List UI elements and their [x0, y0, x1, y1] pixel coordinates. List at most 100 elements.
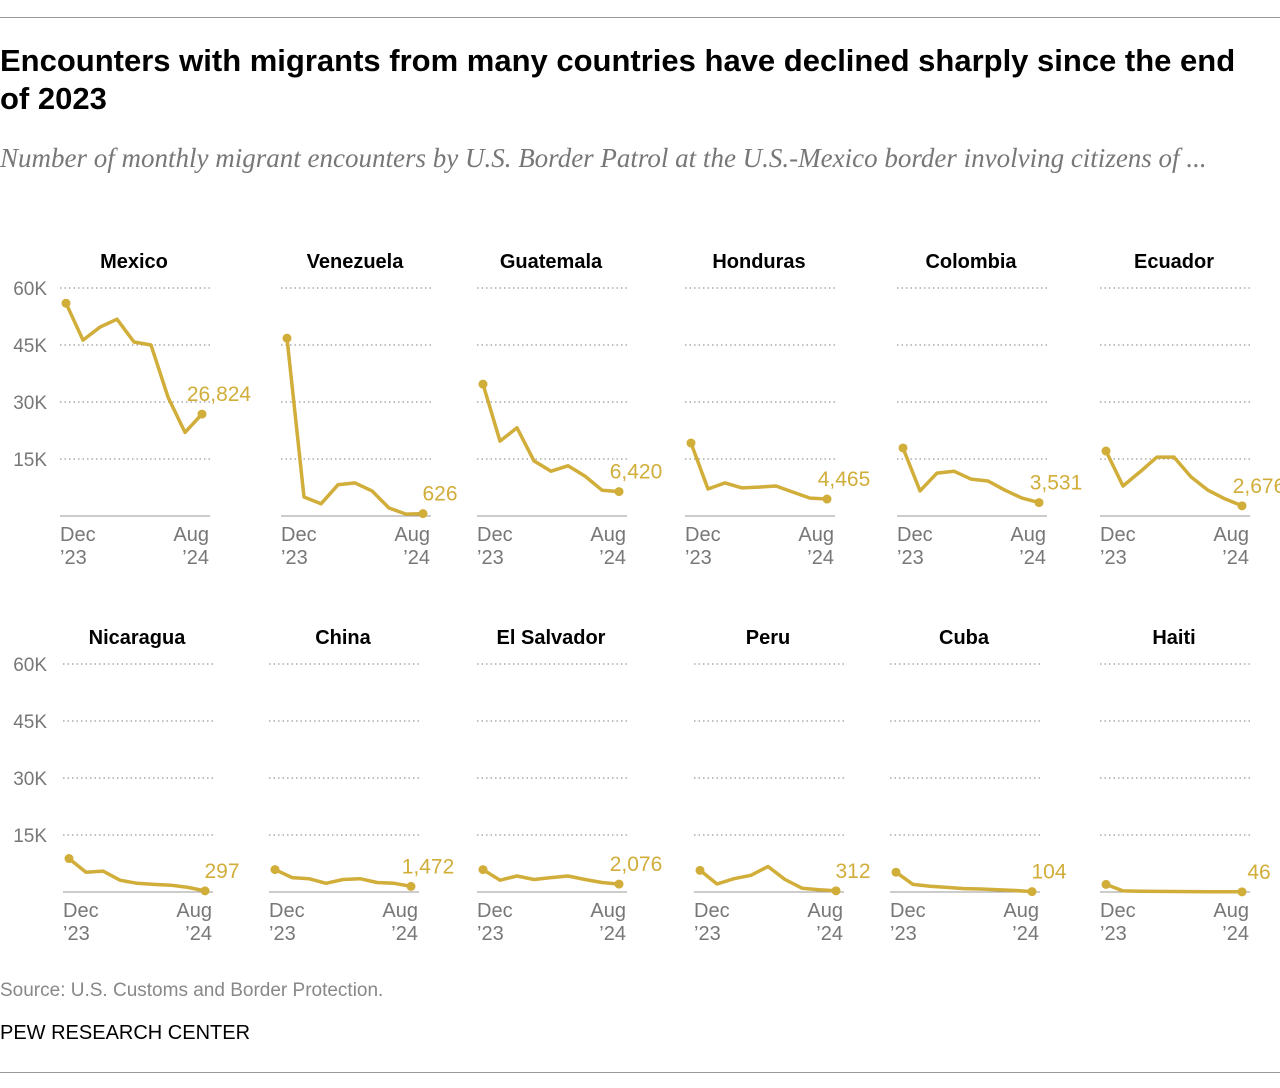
point [614, 487, 624, 497]
line [894, 870, 1033, 894]
point [1101, 446, 1111, 456]
line [901, 447, 1040, 505]
point [686, 438, 696, 448]
y-tick-label: 15K [13, 450, 47, 471]
x-tick-label: Dec ’23 [269, 900, 305, 945]
y-tick-label: 45K [13, 336, 47, 357]
value-label: 626 [422, 483, 457, 506]
line [64, 302, 204, 435]
x-tick-label: Dec ’23 [694, 900, 730, 945]
panel-title: Cuba [939, 627, 990, 649]
subtitle: Number of monthly migrant encounters by … [0, 143, 1207, 173]
x-tick-label: Aug ’24 [807, 900, 843, 945]
x-tick-label: Dec ’23 [63, 900, 99, 945]
point [831, 886, 841, 896]
x-tick-label: Dec ’23 [897, 524, 933, 569]
y-tick-label: 60K [13, 279, 47, 300]
line [285, 338, 424, 516]
value-label: 4,465 [818, 468, 871, 491]
x-tick-label: Dec ’23 [890, 900, 926, 945]
panel-title: Mexico [100, 251, 168, 273]
value-label: 104 [1031, 861, 1066, 884]
x-tick-label: Aug ’24 [1003, 900, 1039, 945]
panel-title: El Salvador [497, 627, 606, 649]
point [1237, 501, 1247, 511]
point [478, 379, 488, 389]
point [695, 865, 705, 875]
value-label: 3,531 [1030, 472, 1083, 495]
x-tick-label: Aug ’24 [176, 900, 212, 945]
point [1237, 887, 1247, 897]
value-label: 26,824 [187, 383, 252, 406]
value-label: 297 [204, 860, 239, 883]
x-tick-label: Dec ’23 [281, 524, 317, 569]
x-tick-label: Aug ’24 [382, 900, 418, 945]
value-label: 46 [1247, 861, 1270, 884]
point [64, 854, 74, 864]
point [822, 494, 832, 504]
panel-title: China [315, 627, 371, 649]
x-tick-label: Dec ’23 [60, 524, 96, 569]
x-tick-label: Aug ’24 [1213, 524, 1249, 569]
line [482, 868, 620, 886]
rule [0, 17, 1280, 18]
panel-title: Haiti [1152, 627, 1195, 649]
line [481, 383, 620, 494]
point [197, 409, 207, 419]
source: Source: U.S. Customs and Border Protecti… [0, 980, 384, 1001]
footer: PEW RESEARCH CENTER [0, 1022, 251, 1044]
x-tick-label: Aug ’24 [173, 524, 209, 569]
point [406, 881, 416, 891]
y-tick-label: 45K [13, 712, 47, 733]
value-label: 6,420 [610, 461, 663, 484]
value-label: 1,472 [402, 855, 455, 878]
panel-title: Colombia [925, 251, 1017, 273]
point [891, 867, 901, 877]
point [478, 865, 488, 875]
panel-title: Guatemala [500, 251, 603, 273]
title: Encounters with migrants from many count… [0, 43, 1236, 116]
panel-title: Honduras [712, 251, 805, 273]
value-label: 2,676 [1233, 475, 1280, 498]
x-tick-label: Aug ’24 [1213, 900, 1249, 945]
point [1101, 879, 1111, 889]
x-tick-label: Dec ’23 [1100, 524, 1136, 569]
y-tick-label: 30K [13, 769, 47, 790]
y-tick-label: 15K [13, 826, 47, 847]
x-tick-label: Dec ’23 [477, 524, 513, 569]
point [282, 333, 292, 343]
panel-title: Ecuador [1134, 251, 1214, 273]
rule [0, 1072, 1280, 1073]
panel-title: Nicaragua [89, 627, 187, 649]
point [61, 298, 71, 308]
x-tick-label: Aug ’24 [590, 524, 626, 569]
x-tick-label: Dec ’23 [685, 524, 721, 569]
point [614, 879, 624, 889]
line [1104, 450, 1243, 508]
panel-title: Peru [746, 627, 790, 649]
point [898, 443, 908, 453]
point [200, 886, 210, 896]
x-tick-label: Aug ’24 [798, 524, 834, 569]
value-label: 2,076 [610, 853, 663, 876]
x-tick-label: Dec ’23 [1100, 900, 1136, 945]
line [689, 442, 828, 501]
point [1027, 887, 1037, 897]
x-tick-label: Aug ’24 [1010, 524, 1046, 569]
line [698, 864, 837, 893]
x-tick-label: Dec ’23 [477, 900, 513, 945]
value-label: 312 [835, 860, 870, 883]
x-tick-label: Aug ’24 [394, 524, 430, 569]
point [1034, 498, 1044, 508]
y-tick-label: 60K [13, 655, 47, 676]
line [1105, 882, 1242, 894]
x-tick-label: Aug ’24 [590, 900, 626, 945]
line [274, 868, 412, 889]
point [270, 865, 280, 875]
panel-title: Venezuela [307, 251, 405, 273]
line [67, 857, 206, 893]
point [418, 509, 428, 519]
y-tick-label: 30K [13, 393, 47, 414]
